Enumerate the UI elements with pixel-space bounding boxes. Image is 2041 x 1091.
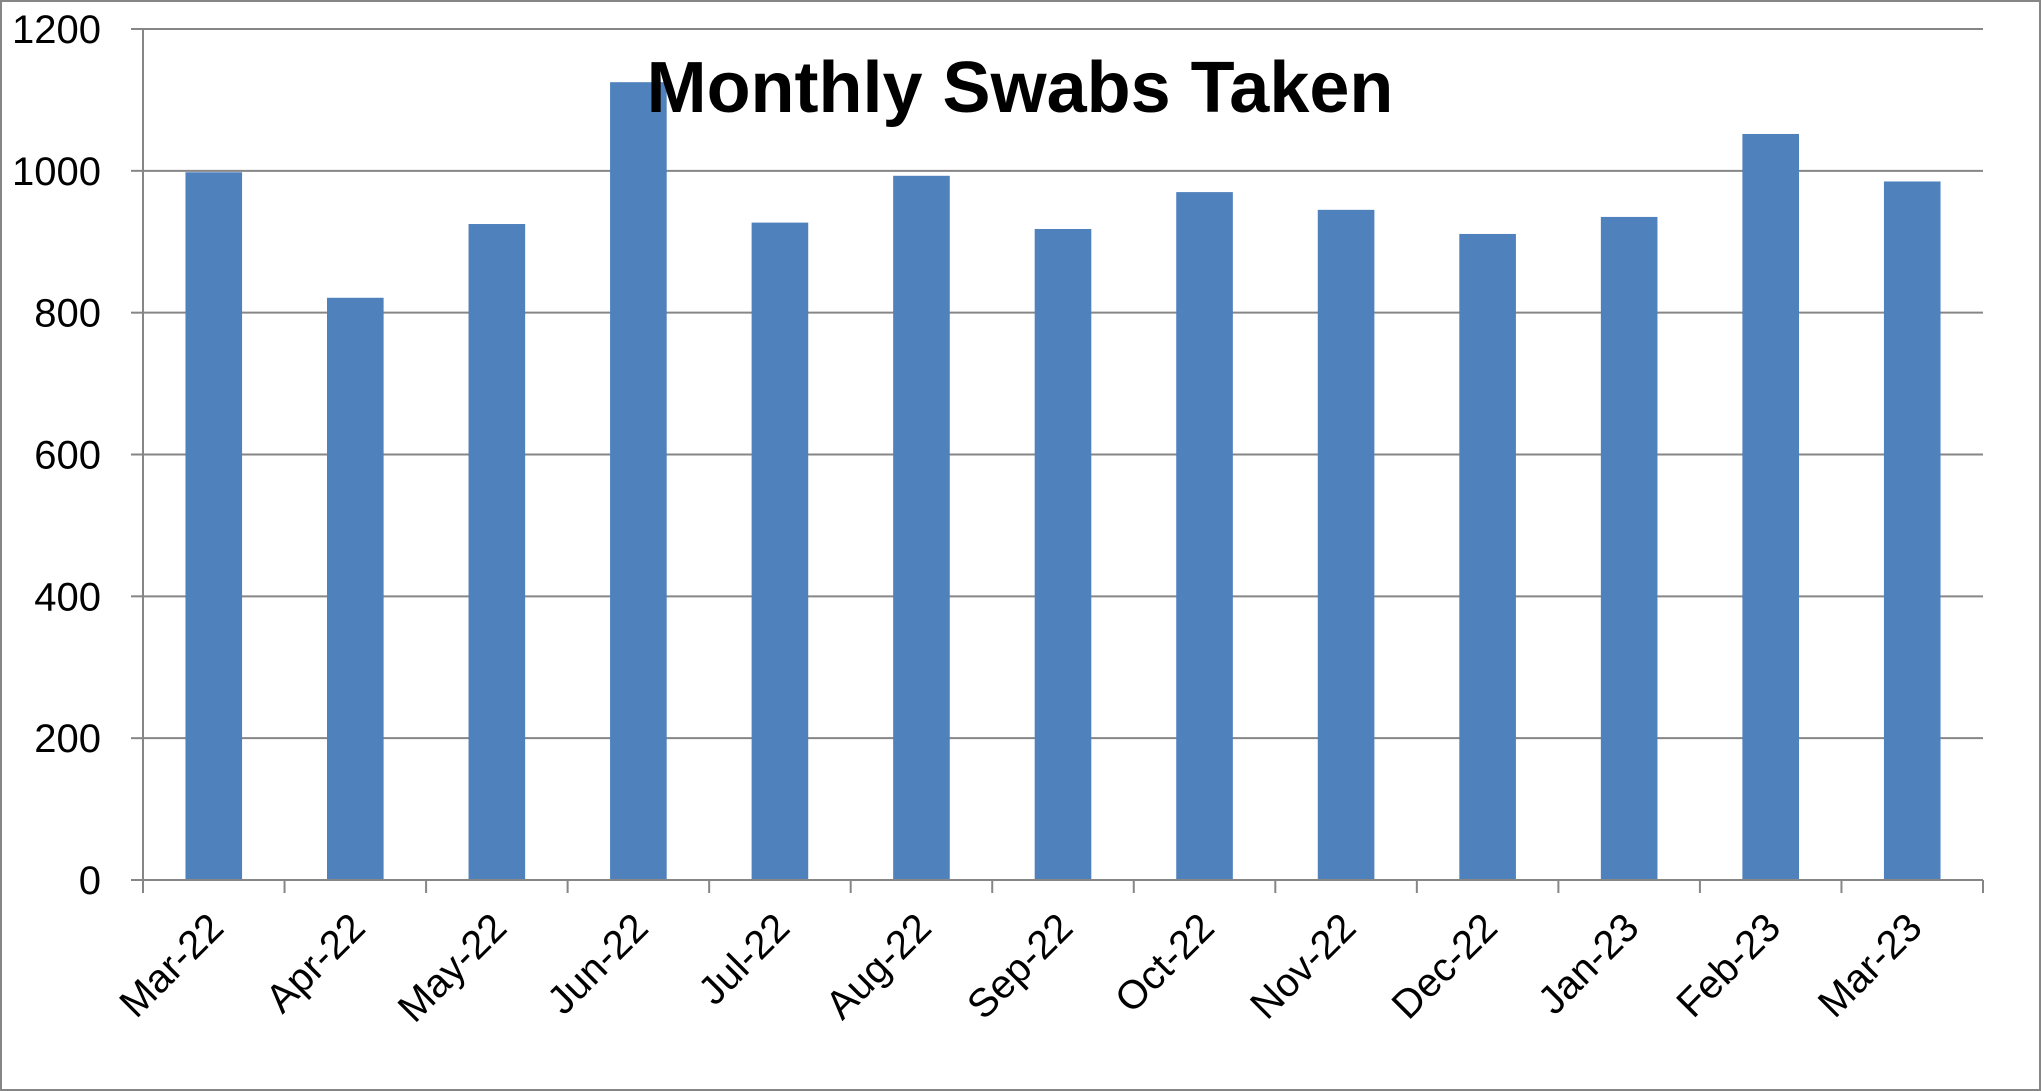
y-tick-label: 800	[34, 292, 101, 336]
bar	[1176, 192, 1233, 880]
y-tick-label: 1200	[12, 8, 101, 52]
bar	[1317, 209, 1375, 880]
bar	[751, 222, 809, 881]
y-tick-label: 600	[34, 434, 101, 478]
bars	[185, 82, 1941, 881]
y-tick-label: 1000	[12, 150, 101, 194]
bar	[610, 82, 667, 880]
bar	[1600, 216, 1658, 880]
bar	[1459, 233, 1516, 881]
y-tick-label: 400	[34, 575, 101, 619]
y-tick-label: 0	[79, 859, 101, 903]
bar	[1742, 133, 1799, 880]
bar	[185, 172, 243, 881]
bar	[893, 175, 950, 881]
chart-title: Monthly Swabs Taken	[647, 48, 1394, 128]
y-tick-label: 200	[34, 717, 101, 761]
axes	[131, 28, 1984, 893]
bar	[468, 224, 526, 881]
bar	[1883, 181, 1941, 881]
bar	[327, 297, 384, 880]
bar	[1034, 228, 1092, 881]
y-tick-labels: 0 200 400 600 800 1000 1200	[12, 8, 101, 903]
